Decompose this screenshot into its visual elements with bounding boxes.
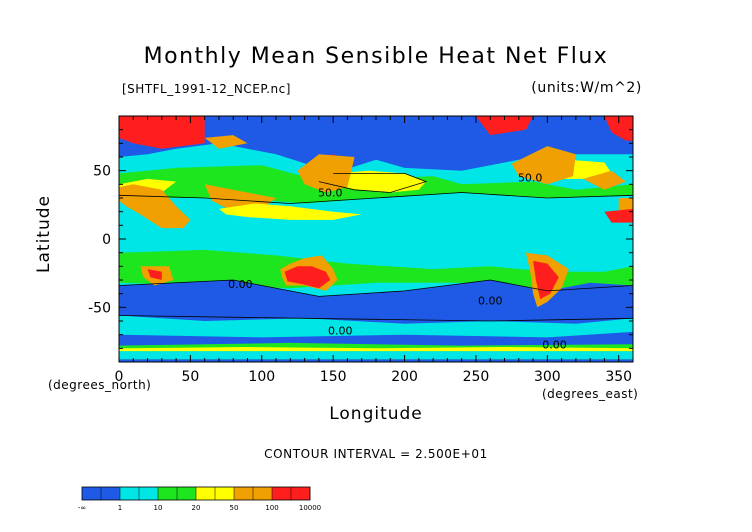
colorbar-swatch <box>120 487 140 500</box>
colorbar-tick-label: -∞ <box>78 504 86 512</box>
x-tick-label: 250 <box>463 369 490 385</box>
chart-title: Monthly Mean Sensible Heat Net Flux <box>143 44 609 69</box>
colorbar-swatch <box>253 487 273 500</box>
colorbar-swatch <box>272 487 292 500</box>
colorbar: -∞ 1 10 20 50 100 10000 <box>78 486 321 512</box>
y-axis-unit-label: (degrees_north) <box>48 378 152 392</box>
file-label: [SHTFL_1991-12_NCEP.nc] <box>122 82 291 96</box>
y-tick-label: 50 <box>93 164 111 180</box>
colorbar-tick-label: 10 <box>154 504 163 512</box>
flux-region <box>119 116 205 149</box>
flux-region <box>604 116 633 141</box>
contour-label: 0.00 <box>542 338 567 351</box>
colorbar-tick-label: 100 <box>265 504 278 512</box>
flux-region <box>204 135 248 149</box>
contour-line <box>119 192 633 204</box>
colorbar-tick-label: 1 <box>118 504 122 512</box>
contour-line <box>318 172 428 193</box>
contour-label: 0.00 <box>478 295 503 308</box>
x-axis-label: Longitude <box>329 404 423 424</box>
flux-region <box>511 146 576 185</box>
colorbar-tick-label: 20 <box>192 504 201 512</box>
contour-label: 0.00 <box>328 325 353 338</box>
contour-line <box>119 315 633 322</box>
flux-region <box>119 249 633 289</box>
colorbar-swatch <box>177 487 197 500</box>
colorbar-swatch <box>196 487 216 500</box>
x-tick-label: 50 <box>181 369 199 385</box>
contour-interval-label: CONTOUR INTERVAL = 2.500E+01 <box>264 447 488 461</box>
colorbar-swatch <box>158 487 178 500</box>
flux-region <box>475 116 534 136</box>
x-tick-label: 150 <box>320 369 347 385</box>
y-tick-label: 0 <box>102 232 111 248</box>
flux-region <box>583 170 626 190</box>
contour-label: 0.00 <box>228 278 253 291</box>
colorbar-swatch <box>215 487 235 500</box>
colorbar-swatch <box>291 487 311 500</box>
flux-region <box>147 269 162 280</box>
flux-region <box>604 208 633 223</box>
x-tick-label: 300 <box>534 369 561 385</box>
flux-region <box>218 203 362 220</box>
flux-region <box>119 351 633 360</box>
x-tick-label: 350 <box>605 369 632 385</box>
units-label: (units:W/m^2) <box>531 80 642 96</box>
flux-region <box>284 266 331 289</box>
flux-region <box>119 315 633 338</box>
x-tick-label: 100 <box>248 369 275 385</box>
flux-region <box>119 184 191 229</box>
flux-region <box>297 154 355 193</box>
colorbar-tick-label: 50 <box>230 504 239 512</box>
axis-layer: 0 50 100 150 200 250 300 350 -50 0 50 <box>88 115 634 385</box>
y-tick-label: -50 <box>88 300 111 316</box>
plot-area: 50.0 50.0 0.00 0.00 0.00 0.00 <box>119 116 633 362</box>
colorbar-swatch <box>234 487 254 500</box>
x-tick-label: 0 <box>115 369 124 385</box>
flux-region <box>119 347 633 352</box>
colorbar-swatch <box>139 487 159 500</box>
contour-line <box>119 279 633 297</box>
contour-label: 50.0 <box>318 187 343 200</box>
x-tick-label: 200 <box>391 369 418 385</box>
x-axis-unit-label: (degrees_east) <box>542 387 639 401</box>
colorbar-swatch <box>101 487 121 500</box>
contour-label: 50.0 <box>518 172 543 185</box>
colorbar-swatch <box>82 487 102 500</box>
colorbar-tick-label: 10000 <box>299 504 321 512</box>
